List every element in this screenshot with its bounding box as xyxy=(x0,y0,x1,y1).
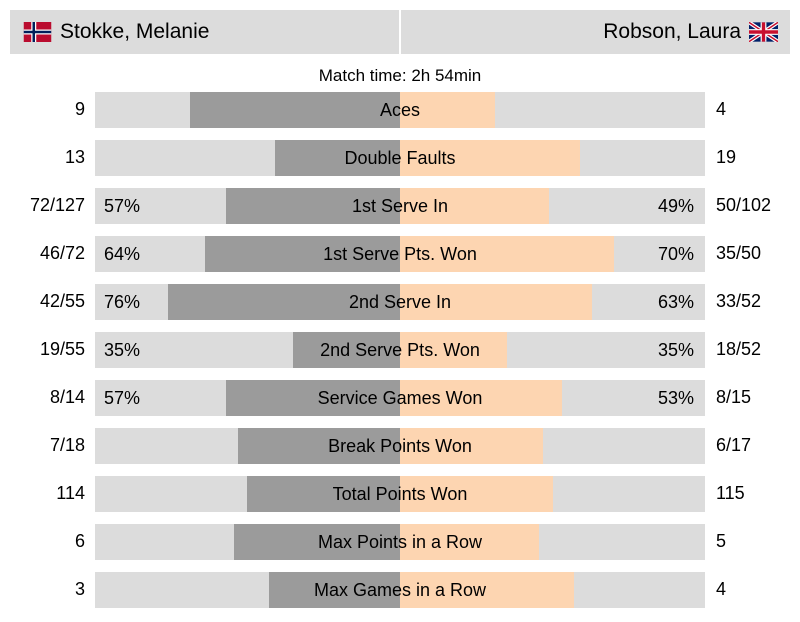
stat-right-value: 5 xyxy=(716,531,727,551)
stat-row: 72/127 57% 49% 1st Serve In 50/102 xyxy=(0,185,800,225)
stat-right-value: 4 xyxy=(716,99,727,119)
stat-row: 42/55 76% 63% 2nd Serve In 33/52 xyxy=(0,281,800,321)
stat-right-bar xyxy=(400,380,562,416)
stat-right-value: 8/15 xyxy=(716,387,752,407)
stat-bar-track: 76% 63% 2nd Serve In xyxy=(95,284,705,320)
stat-left-bar xyxy=(269,572,400,608)
norway-flag-icon xyxy=(23,22,52,42)
stat-row: 8/14 57% 53% Service Games Won 8/15 xyxy=(0,377,800,417)
stat-bar-track: Total Points Won xyxy=(95,476,705,512)
stat-row: 46/72 64% 70% 1st Serve Pts. Won 35/50 xyxy=(0,233,800,273)
match-time: Match time: 2h 54min xyxy=(318,66,482,85)
stat-left-percent: 76% xyxy=(104,292,141,312)
stat-bar-track: Double Faults xyxy=(95,140,705,176)
stat-row: 9 Aces 4 xyxy=(0,89,800,129)
stat-left-bar xyxy=(275,140,400,176)
stat-right-bar xyxy=(400,332,507,368)
stat-right-value: 18/52 xyxy=(716,339,762,359)
stat-row: 7/18 Break Points Won 6/17 xyxy=(0,425,800,465)
stat-bar-track: 57% 53% Service Games Won xyxy=(95,380,705,416)
stat-left-value: 19/55 xyxy=(39,339,85,359)
stat-right-value: 33/52 xyxy=(716,291,762,311)
stat-left-bar xyxy=(190,92,400,128)
stat-right-value: 4 xyxy=(716,579,727,599)
stat-left-percent: 35% xyxy=(104,340,141,360)
stat-right-bar xyxy=(400,572,574,608)
stat-bar-track: 35% 35% 2nd Serve Pts. Won xyxy=(95,332,705,368)
stat-right-percent: 49% xyxy=(657,196,694,216)
stat-left-value: 9 xyxy=(74,99,85,119)
stat-left-value: 42/55 xyxy=(39,291,85,311)
uk-flag-icon xyxy=(749,22,778,42)
stat-bar-track: Max Points in a Row xyxy=(95,524,705,560)
stat-right-percent: 35% xyxy=(657,340,694,360)
stat-right-value: 6/17 xyxy=(716,435,752,455)
stat-left-percent: 57% xyxy=(104,196,141,216)
player-right-card: Robson, Laura xyxy=(401,10,790,54)
stat-left-bar xyxy=(293,332,400,368)
stat-left-bar xyxy=(226,380,400,416)
stat-label: 2nd Serve In xyxy=(348,292,452,312)
stat-left-value: 6 xyxy=(74,531,85,551)
stat-label: 1st Serve Pts. Won xyxy=(323,244,477,264)
stat-label: 2nd Serve Pts. Won xyxy=(320,340,480,360)
stat-right-value: 35/50 xyxy=(716,243,762,263)
player-right-name: Robson, Laura xyxy=(603,20,741,43)
stat-row: 19/55 35% 35% 2nd Serve Pts. Won 18/52 xyxy=(0,329,800,369)
stat-left-percent: 64% xyxy=(104,244,141,264)
stat-right-value: 19 xyxy=(716,147,737,167)
player-left-card: Stokke, Melanie xyxy=(10,10,399,54)
stat-right-bar xyxy=(400,140,580,176)
stat-left-value: 114 xyxy=(56,483,85,503)
stat-right-bar xyxy=(400,92,495,128)
stat-label: Total Points Won xyxy=(332,484,468,504)
stat-label: Aces xyxy=(379,100,421,120)
stat-right-bar xyxy=(400,476,553,512)
stat-right-bar xyxy=(400,524,539,560)
stat-row: 13 Double Faults 19 xyxy=(0,137,800,177)
stat-row: 3 Max Games in a Row 4 xyxy=(0,569,800,609)
stat-left-bar xyxy=(205,236,400,272)
stat-right-bar xyxy=(400,284,592,320)
stat-left-value: 8/14 xyxy=(49,387,85,407)
stat-right-percent: 70% xyxy=(657,244,694,264)
stat-label: Break Points Won xyxy=(328,436,472,456)
stat-label: 1st Serve In xyxy=(351,196,449,216)
stat-label: Service Games Won xyxy=(317,388,483,408)
stat-bar-track: Max Games in a Row xyxy=(95,572,705,608)
stat-label: Max Points in a Row xyxy=(317,532,483,552)
stat-bar-track: Break Points Won xyxy=(95,428,705,464)
stat-left-percent: 57% xyxy=(104,388,141,408)
stat-left-bar xyxy=(226,188,400,224)
stat-right-bar xyxy=(400,188,549,224)
stat-row: 6 Max Points in a Row 5 xyxy=(0,521,800,561)
stat-bar-track: 57% 49% 1st Serve In xyxy=(95,188,705,224)
stat-row: 114 Total Points Won 115 xyxy=(0,473,800,513)
stat-label: Double Faults xyxy=(344,148,456,168)
stat-right-percent: 53% xyxy=(657,388,694,408)
match-header: Stokke, Melanie Robson, Laura xyxy=(10,10,790,54)
stat-left-value: 46/72 xyxy=(39,243,85,263)
player-left-name: Stokke, Melanie xyxy=(60,20,210,43)
stat-left-bar xyxy=(234,524,400,560)
stat-label: Max Games in a Row xyxy=(313,580,487,600)
stat-right-value: 115 xyxy=(716,483,745,503)
stat-right-bar xyxy=(400,428,543,464)
stat-bar-track: 64% 70% 1st Serve Pts. Won xyxy=(95,236,705,272)
stat-left-value: 3 xyxy=(74,579,85,599)
stat-left-bar xyxy=(238,428,400,464)
stat-right-bar xyxy=(400,236,614,272)
stat-left-value: 72/127 xyxy=(29,195,85,215)
stat-bar-track: Aces xyxy=(95,92,705,128)
stat-right-value: 50/102 xyxy=(716,195,772,215)
stat-left-bar xyxy=(247,476,400,512)
stat-left-value: 7/18 xyxy=(49,435,85,455)
stat-left-value: 13 xyxy=(64,147,85,167)
stat-right-percent: 63% xyxy=(657,292,694,312)
stat-left-bar xyxy=(168,284,400,320)
